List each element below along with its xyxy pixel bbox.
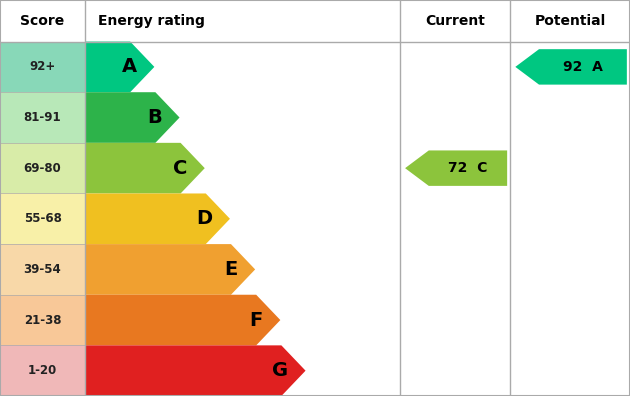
Text: 39-54: 39-54 — [24, 263, 61, 276]
Text: Energy rating: Energy rating — [98, 14, 205, 28]
Text: B: B — [147, 108, 162, 127]
Text: 55-68: 55-68 — [23, 212, 62, 225]
Polygon shape — [515, 49, 627, 85]
Text: Current: Current — [425, 14, 485, 28]
Text: Potential: Potential — [534, 14, 606, 28]
Bar — [0, 42, 85, 92]
Polygon shape — [85, 143, 205, 194]
Polygon shape — [85, 92, 180, 143]
Text: 21-38: 21-38 — [24, 314, 61, 327]
Polygon shape — [405, 150, 507, 186]
Text: 81-91: 81-91 — [24, 111, 61, 124]
Text: D: D — [196, 209, 212, 228]
Text: F: F — [249, 310, 263, 329]
Text: Score: Score — [20, 14, 65, 28]
Text: 72  C: 72 C — [449, 161, 488, 175]
Text: A: A — [122, 57, 137, 76]
Bar — [0, 0, 630, 42]
Text: E: E — [224, 260, 238, 279]
Bar — [0, 295, 85, 345]
Bar — [0, 194, 85, 244]
Text: C: C — [173, 159, 187, 178]
Text: 69-80: 69-80 — [24, 162, 61, 175]
Text: G: G — [272, 361, 288, 380]
Bar — [0, 345, 85, 396]
Text: 92+: 92+ — [30, 61, 55, 73]
Polygon shape — [85, 42, 154, 92]
Polygon shape — [85, 345, 306, 396]
Text: 1-20: 1-20 — [28, 364, 57, 377]
Bar — [0, 92, 85, 143]
Bar — [0, 143, 85, 194]
Polygon shape — [85, 295, 280, 345]
Polygon shape — [85, 244, 255, 295]
Text: 92  A: 92 A — [563, 60, 603, 74]
Polygon shape — [85, 194, 230, 244]
Bar — [0, 244, 85, 295]
